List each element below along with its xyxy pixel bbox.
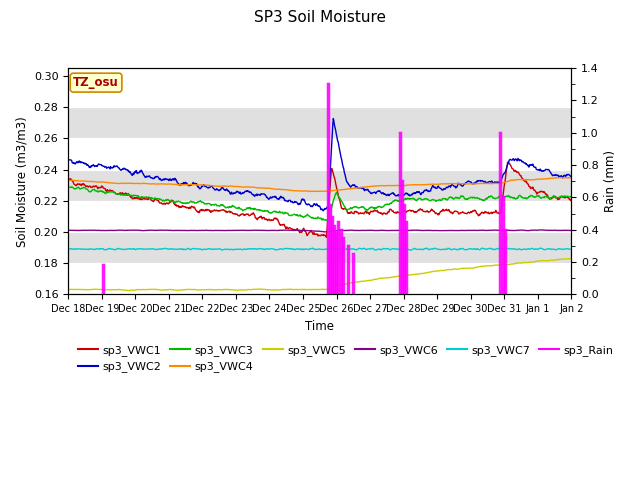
Bar <box>68 232 572 263</box>
Y-axis label: Rain (mm): Rain (mm) <box>604 150 618 212</box>
Text: SP3 Soil Moisture: SP3 Soil Moisture <box>254 10 386 24</box>
Y-axis label: Soil Moisture (m3/m3): Soil Moisture (m3/m3) <box>15 116 28 247</box>
X-axis label: Time: Time <box>305 320 334 333</box>
Legend: sp3_VWC1, sp3_VWC2, sp3_VWC3, sp3_VWC4, sp3_VWC5, sp3_VWC6, sp3_VWC7, sp3_Rain: sp3_VWC1, sp3_VWC2, sp3_VWC3, sp3_VWC4, … <box>74 340 618 377</box>
Text: TZ_osu: TZ_osu <box>73 76 119 89</box>
Bar <box>68 107 572 138</box>
Bar <box>68 169 572 201</box>
